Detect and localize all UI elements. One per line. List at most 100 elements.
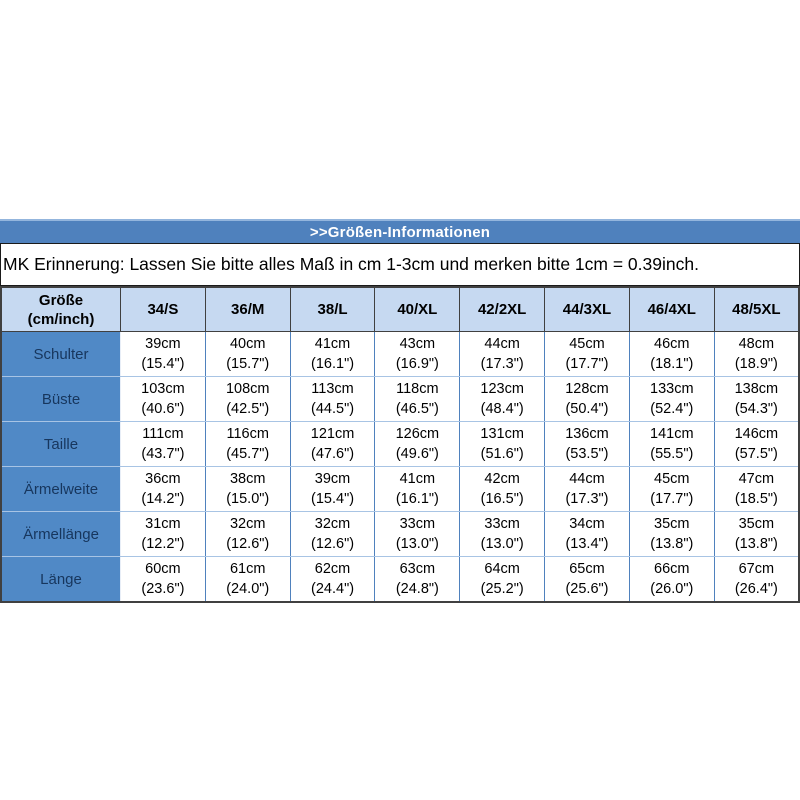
inch-value: (15.4") (311, 491, 355, 507)
measurement-cell: 116cm (45.7") (204, 421, 291, 467)
inch-value: (55.5") (650, 446, 694, 462)
inch-value: (25.6") (565, 581, 609, 597)
inch-value: (54.3") (734, 401, 778, 417)
measurement-cell: 46cm (18.1") (628, 331, 715, 377)
inch-value: (43.7") (141, 446, 185, 462)
measurement-cell: 39cm (15.4") (289, 466, 376, 512)
row-label: Büste (1, 376, 121, 422)
size-table-header-row: Größe (cm/inch) 34/S 36/M 38/L 40/XL 42/2XL 4… (0, 286, 800, 332)
inch-value: (18.1") (650, 356, 694, 372)
inch-value: (44.5") (311, 401, 355, 417)
inch-value: (48.4") (480, 401, 524, 417)
cm-value: 66cm (654, 561, 690, 577)
size-column-header: 36/M (204, 286, 291, 332)
inch-value: (24.0") (226, 581, 270, 597)
cm-value: 42cm (484, 471, 520, 487)
cm-value: 33cm (399, 516, 436, 532)
cm-value: 34cm (569, 516, 605, 532)
size-info-title: >>Größen-Informationen (309, 223, 491, 241)
inch-value: (17.3") (480, 356, 524, 372)
row-label: Taille (1, 421, 121, 467)
cm-value: 41cm (314, 336, 351, 352)
cm-value: 65cm (569, 561, 605, 577)
size-info-title-bar: >>Größen-Informationen (0, 219, 800, 243)
measurement-cell: 40cm (15.7") (204, 331, 291, 377)
measurement-cell: 65cm (25.6") (544, 556, 630, 603)
row-label: Ärmelweite (1, 466, 121, 512)
measurement-cell: 123cm (48.4") (459, 376, 546, 422)
inch-value: (16.1") (395, 491, 439, 507)
size-column-header: 34/S (120, 286, 206, 332)
measurement-cell: 36cm (14.2") (120, 466, 206, 512)
inch-value: (24.8") (395, 581, 439, 597)
inch-value: (46.5") (395, 401, 439, 417)
inch-value: (18.9") (734, 356, 778, 372)
measurement-cell: 31cm (12.2") (120, 511, 206, 557)
inch-value: (45.7") (226, 446, 270, 462)
measurement-cell: 61cm (24.0") (204, 556, 291, 603)
inch-value: (23.6") (141, 581, 185, 597)
measurement-cell: 146cm (57.5") (713, 421, 800, 467)
inch-value: (12.6") (226, 536, 270, 552)
cm-value: 123cm (480, 381, 524, 397)
corner-header-cell: Größe (cm/inch) (0, 286, 121, 332)
cm-value: 116cm (226, 426, 269, 442)
cm-value: 62cm (314, 561, 351, 577)
size-column-header: 42/2XL (459, 286, 546, 332)
cm-value: 64cm (484, 561, 520, 577)
inch-value: (24.4") (311, 581, 355, 597)
measurement-cell: 45cm (17.7") (544, 331, 630, 377)
inch-value: (25.2") (480, 581, 524, 597)
measurement-cell: 141cm (55.5") (628, 421, 715, 467)
measurement-cell: 126cm (49.6") (374, 421, 461, 467)
size-column-header: 48/5XL (713, 286, 800, 332)
cm-value: 138cm (734, 381, 779, 397)
cm-value: 136cm (565, 426, 609, 442)
table-row: Ärmelweite 36cm (14.2") 38cm (15.0") 39cm (15.… (1, 466, 800, 512)
measurement-cell: 128cm (50.4") (544, 376, 630, 422)
inch-value: (13.4") (565, 536, 609, 552)
measurement-cell: 42cm (16.5") (459, 466, 546, 512)
measurement-cell: 138cm (54.3") (713, 376, 800, 422)
inch-value: (13.8") (734, 536, 778, 552)
corner-header-line1: Größe (38, 291, 84, 309)
cm-value: 36cm (145, 471, 181, 487)
cm-value: 126cm (395, 426, 440, 442)
inch-value: (53.5") (565, 446, 609, 462)
table-row: Länge 60cm (23.6") 61cm (24.0") 62cm (24.4") 63… (1, 556, 800, 603)
inch-value: (47.6") (311, 446, 355, 462)
cm-value: 60cm (145, 561, 181, 577)
inch-value: (12.2") (141, 536, 185, 552)
row-label: Schulter (1, 331, 121, 377)
inch-value: (12.6") (311, 536, 355, 552)
measurement-cell: 108cm (42.5") (204, 376, 291, 422)
inch-value: (26.4") (734, 581, 778, 597)
measurement-cell: 103cm (40.6") (120, 376, 206, 422)
cm-value: 43cm (399, 336, 436, 352)
row-label: Länge (1, 556, 121, 603)
inch-value: (40.6") (141, 401, 185, 417)
measurement-cell: 33cm (13.0") (459, 511, 546, 557)
table-row: Taille 111cm (43.7") 116cm (45.7") 121cm (47.6… (1, 421, 800, 467)
inch-value: (17.7") (650, 491, 694, 507)
inch-value: (50.4") (565, 401, 609, 417)
inch-value: (14.2") (141, 491, 185, 507)
cm-value: 121cm (310, 426, 355, 442)
measurement-cell: 113cm (44.5") (289, 376, 376, 422)
cm-value: 38cm (229, 471, 266, 487)
measurement-cell: 33cm (13.0") (374, 511, 461, 557)
cm-value: 111cm (142, 426, 184, 442)
cm-value: 128cm (565, 381, 609, 397)
size-column-header: 40/XL (374, 286, 461, 332)
cm-value: 44cm (569, 471, 605, 487)
measurement-cell: 63cm (24.8") (374, 556, 461, 603)
measurement-cell: 41cm (16.1") (374, 466, 461, 512)
table-row: Ärmellänge 31cm (12.2") 32cm (12.6") 32cm (12.… (1, 511, 800, 557)
measurement-cell: 47cm (18.5") (713, 466, 800, 512)
inch-value: (42.5") (226, 401, 270, 417)
table-row: Büste 103cm (40.6") 108cm (42.5") 113cm (44.5"… (1, 376, 800, 422)
inch-value: (26.0") (650, 581, 694, 597)
size-table-head: Größe (cm/inch) 34/S 36/M 38/L 40/XL 42/2XL 4… (0, 286, 800, 332)
measurement-cell: 44cm (17.3") (459, 331, 546, 377)
inch-value: (16.9") (395, 356, 439, 372)
